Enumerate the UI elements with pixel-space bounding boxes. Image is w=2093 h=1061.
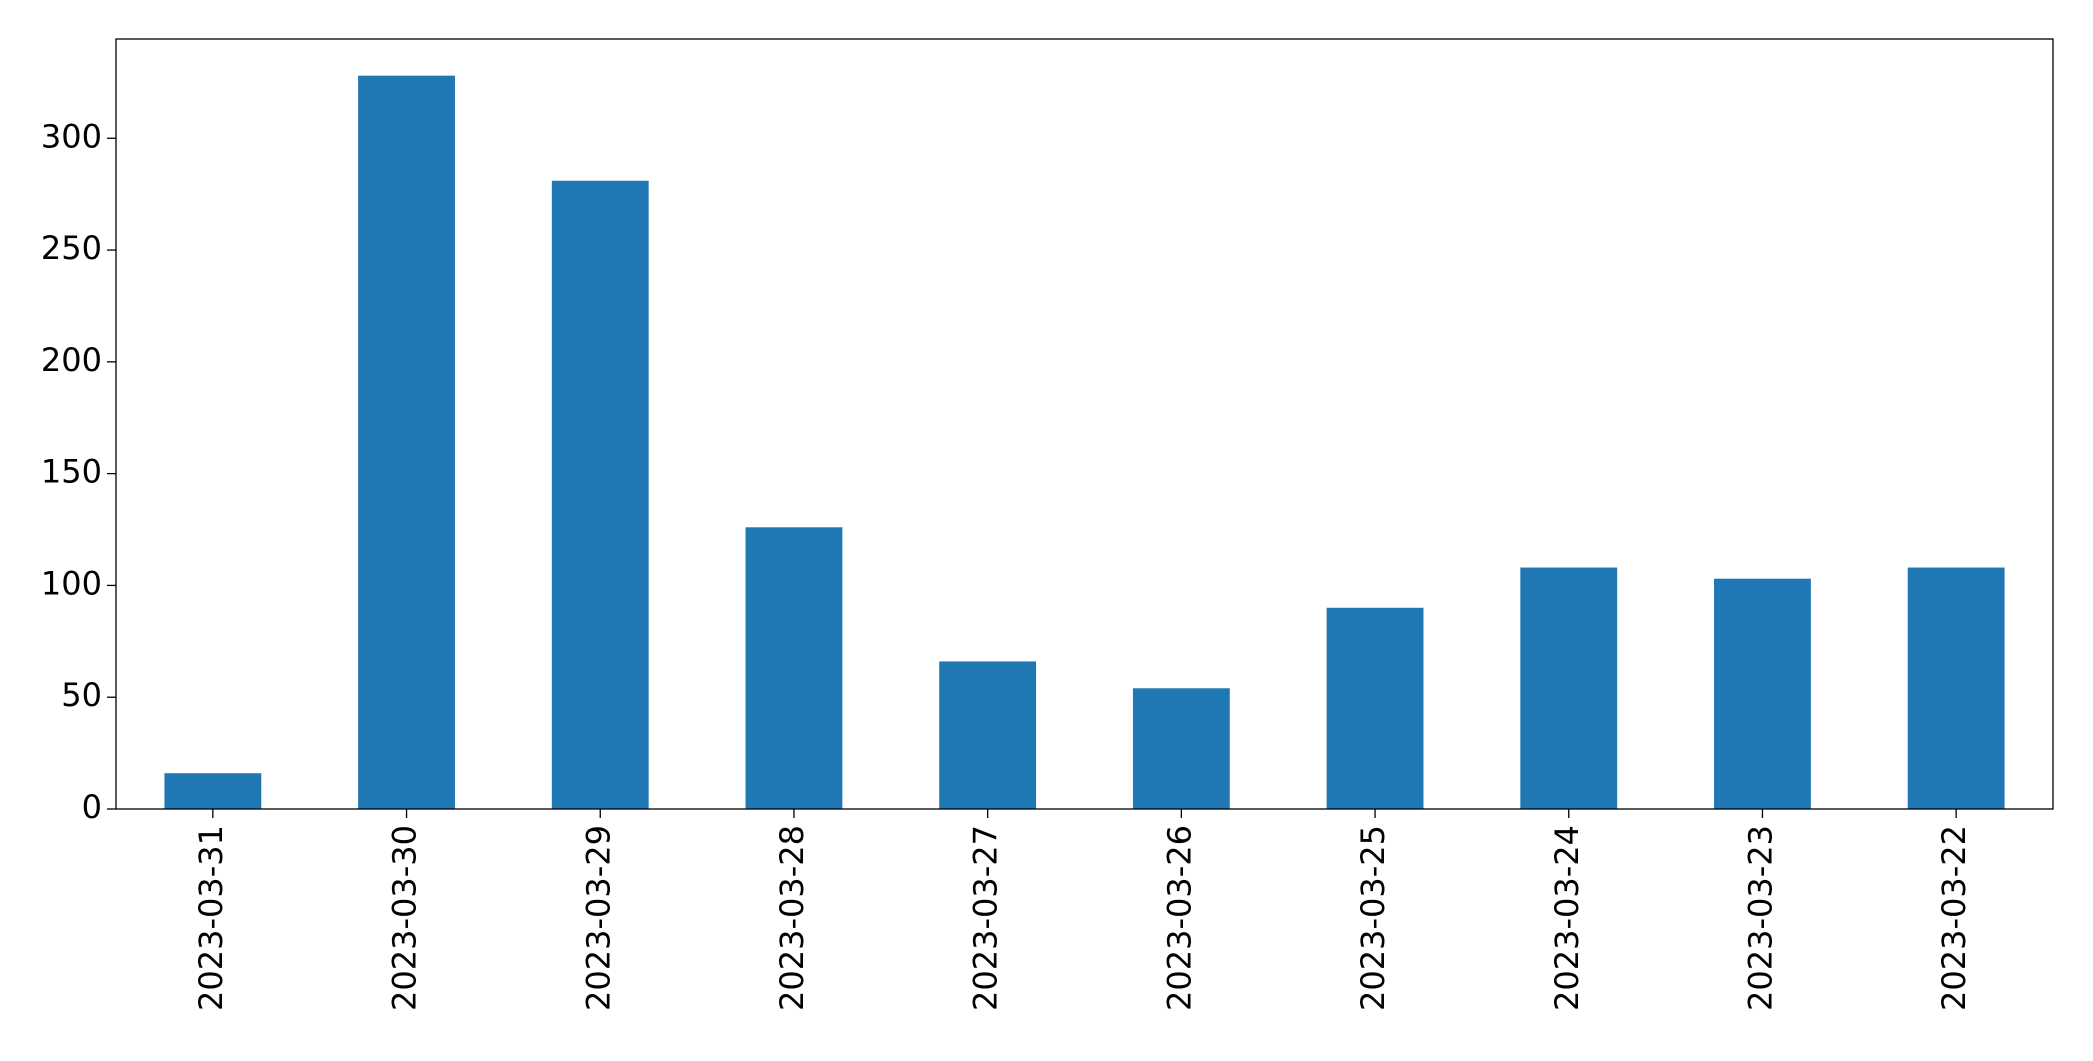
x-tick-label: 2023-03-27 [967,825,1005,1011]
bar [1714,578,1811,809]
y-tick-label: 50 [61,676,102,714]
bar [1132,688,1230,809]
y-tick-label: 150 [41,453,102,491]
y-tick-label: 200 [41,341,102,379]
y-tick-label: 0 [82,788,102,826]
bar [358,75,455,809]
bar [939,661,1037,809]
x-tick-label: 2023-03-22 [1935,825,1973,1011]
x-tick-label: 2023-03-31 [192,825,230,1011]
bar [1907,567,2005,809]
plot-frame [115,38,2054,810]
bar [164,773,262,809]
bar [1326,607,1424,809]
y-tick-label: 250 [41,229,102,267]
y-tick-label: 100 [41,564,102,602]
x-tick-label: 2023-03-26 [1160,825,1198,1011]
x-tick-label: 2023-03-30 [386,825,424,1011]
x-tick-label: 2023-03-24 [1548,825,1586,1011]
x-tick-label: 2023-03-29 [579,825,617,1011]
y-tick-label: 300 [41,117,102,155]
x-tick-label: 2023-03-25 [1354,825,1392,1011]
bar [551,180,649,809]
bar [745,527,843,809]
bar [1520,567,1618,809]
x-tick-label: 2023-03-23 [1741,825,1779,1011]
x-tick-label: 2023-03-28 [773,825,811,1011]
